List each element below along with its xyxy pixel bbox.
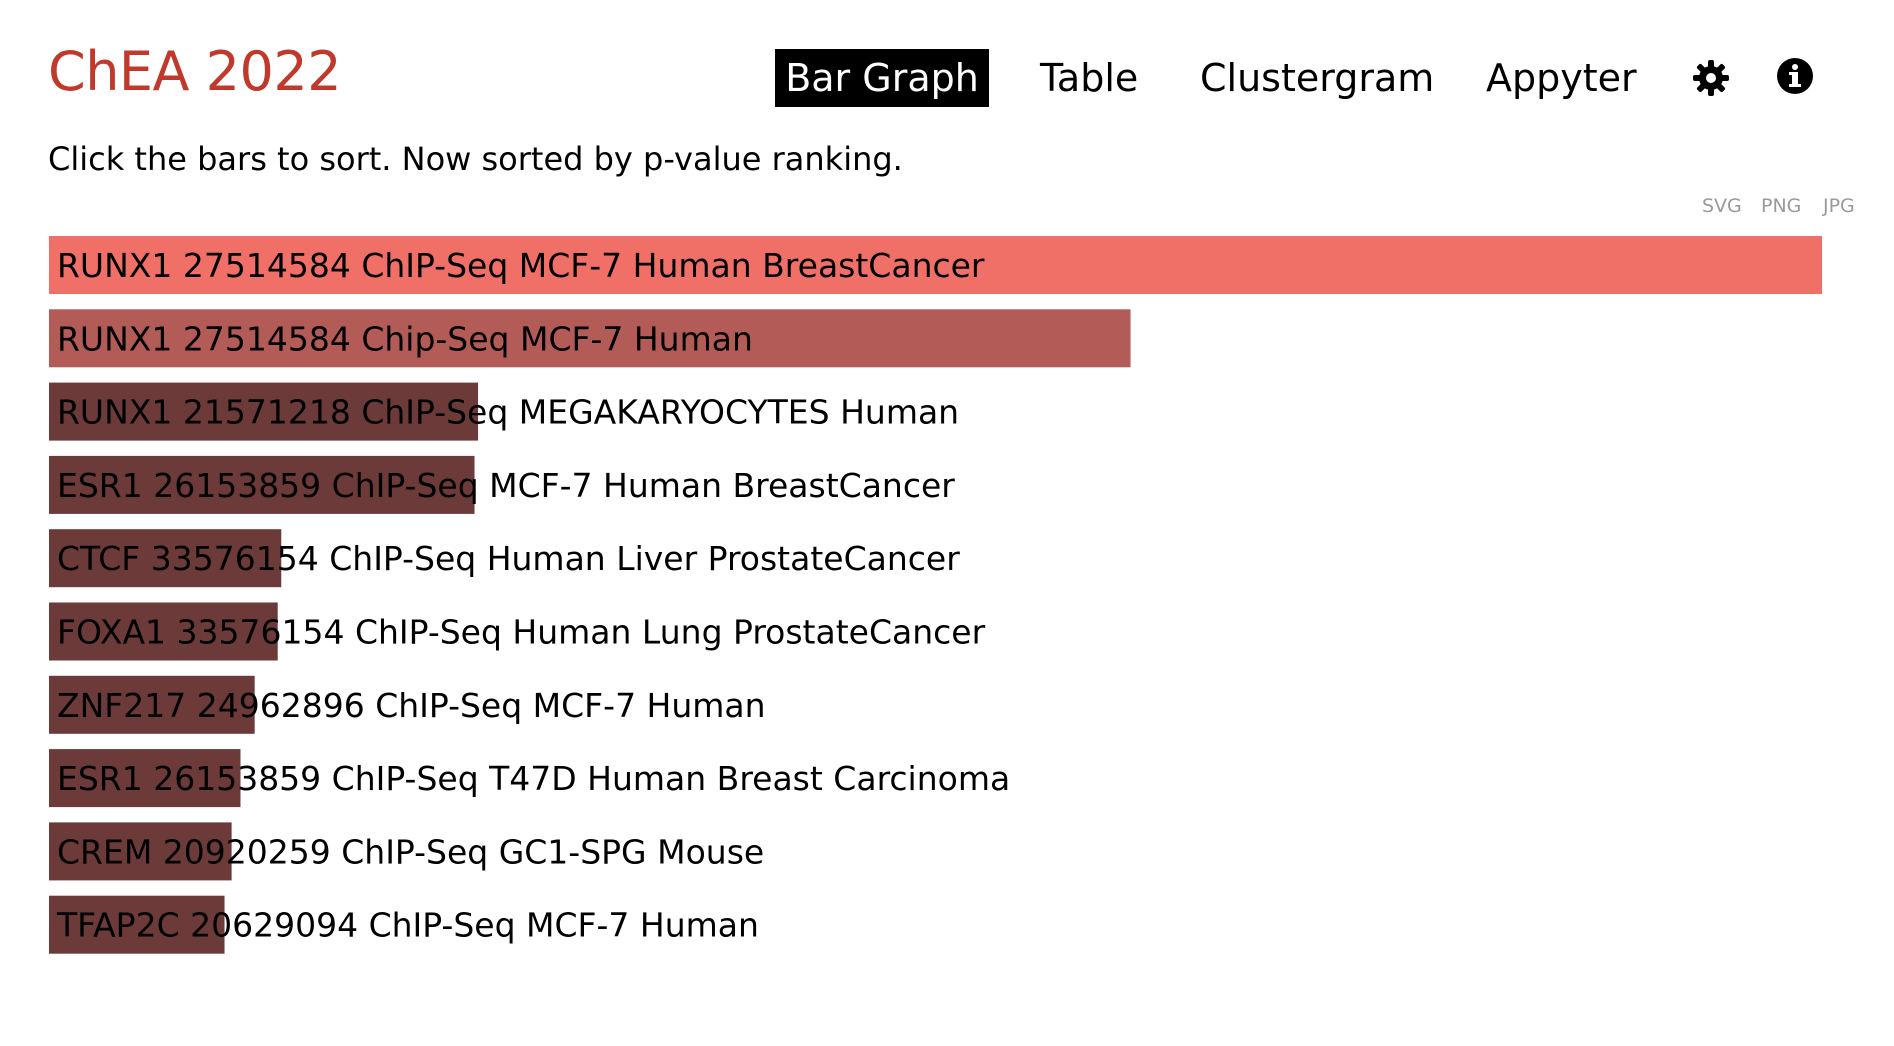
bar-group-6[interactable]: FOXA1 33576154 ChIP-Seq Human Lung Prost… [49, 602, 986, 661]
export-svg-link[interactable]: SVG [1702, 195, 1742, 217]
bar-5[interactable] [49, 529, 282, 588]
tab-appyter[interactable]: Appyter [1486, 56, 1637, 100]
bar-10[interactable] [49, 895, 225, 954]
sort-instructions: Click the bars to sort. Now sorted by p-… [48, 140, 903, 178]
tab-bar-graph[interactable]: Bar Graph [775, 49, 989, 107]
tab-table[interactable]: Table [1040, 56, 1139, 100]
bar-1[interactable] [49, 236, 1822, 294]
bar-6[interactable] [49, 602, 278, 661]
bar-label-8: ESR1 26153859 ChIP-Seq T47D Human Breast… [57, 759, 1010, 798]
bar-4[interactable] [49, 455, 475, 514]
bar-7[interactable] [49, 675, 255, 734]
bar-9[interactable] [49, 822, 232, 881]
bar-label-6: FOXA1 33576154 ChIP-Seq Human Lung Prost… [57, 613, 986, 652]
bar-label-5: CTCF 33576154 ChIP-Seq Human Liver Prost… [57, 539, 960, 578]
export-jpg-link[interactable]: JPG [1823, 195, 1855, 217]
bar-group-1[interactable]: RUNX1 27514584 ChIP-Seq MCF-7 Human Brea… [49, 236, 1822, 294]
bar-2[interactable] [49, 309, 1131, 368]
bar-3[interactable] [49, 382, 479, 441]
bar-group-10[interactable]: TFAP2C 20629094 ChIP-Seq MCF-7 Human [49, 895, 759, 954]
tab-clustergram[interactable]: Clustergram [1200, 56, 1435, 100]
bar-label-10: TFAP2C 20629094 ChIP-Seq MCF-7 Human [56, 906, 759, 945]
view-tabs: Bar Graph Table Clustergram Appyter [0, 49, 1894, 107]
bar-label-7: ZNF217 24962896 ChIP-Seq MCF-7 Human [57, 686, 766, 725]
bar-label-3: RUNX1 21571218 ChIP-Seq MEGAKARYOCYTES H… [57, 393, 959, 432]
bar-group-3[interactable]: RUNX1 21571218 ChIP-Seq MEGAKARYOCYTES H… [49, 382, 959, 441]
page-title: ChEA 2022 [48, 40, 342, 103]
gear-icon[interactable] [1691, 58, 1731, 98]
bar-label-1: RUNX1 27514584 ChIP-Seq MCF-7 Human Brea… [57, 246, 985, 285]
bar-8[interactable] [49, 749, 241, 808]
bar-label-4: ESR1 26153859 ChIP-Seq MCF-7 Human Breas… [57, 466, 955, 505]
bar-group-9[interactable]: CREM 20920259 ChIP-Seq GC1-SPG Mouse [49, 822, 764, 881]
info-icon[interactable] [1775, 56, 1815, 96]
bar-group-4[interactable]: ESR1 26153859 ChIP-Seq MCF-7 Human Breas… [49, 455, 955, 514]
bar-group-5[interactable]: CTCF 33576154 ChIP-Seq Human Liver Prost… [49, 529, 960, 588]
export-png-link[interactable]: PNG [1761, 195, 1802, 217]
bar-group-2[interactable]: RUNX1 27514584 Chip-Seq MCF-7 Human [49, 309, 1131, 368]
bar-group-8[interactable]: ESR1 26153859 ChIP-Seq T47D Human Breast… [49, 749, 1010, 808]
bar-label-9: CREM 20920259 ChIP-Seq GC1-SPG Mouse [57, 832, 764, 871]
bar-group-7[interactable]: ZNF217 24962896 ChIP-Seq MCF-7 Human [49, 675, 766, 734]
bar-label-2: RUNX1 27514584 Chip-Seq MCF-7 Human [57, 319, 753, 358]
